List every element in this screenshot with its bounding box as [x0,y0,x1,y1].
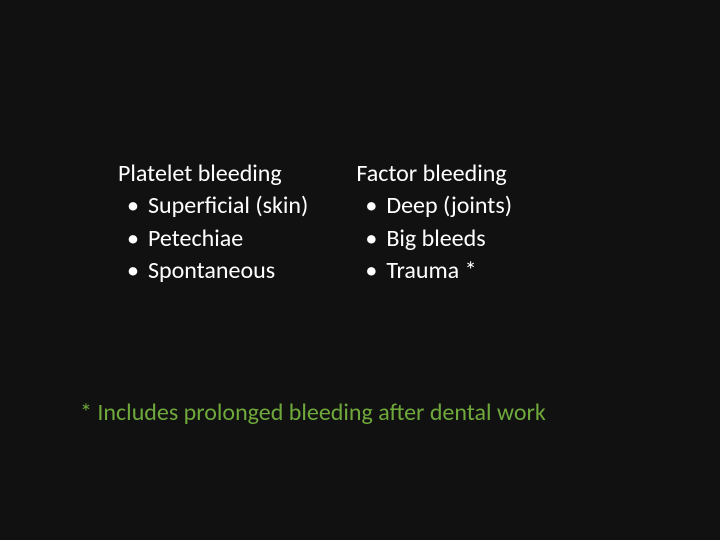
bullet-icon: • [118,223,148,255]
footnote: * Includes prolonged bleeding after dent… [80,398,546,427]
column-heading: Platelet bleeding [118,158,308,190]
list-item: • Trauma * [356,255,512,287]
list-item-label: Petechiae [148,223,243,255]
list-item: • Spontaneous [118,255,308,287]
list-item-label: Big bleeds [386,223,485,255]
list-item: • Big bleeds [356,223,512,255]
list-item: • Petechiae [118,223,308,255]
list-item-label: Superficial (skin) [148,190,308,222]
bullet-icon: • [118,190,148,222]
column-heading: Factor bleeding [356,158,512,190]
slide: Platelet bleeding • Superficial (skin) •… [0,0,720,540]
bullet-icon: • [118,255,148,287]
list-item: • Superficial (skin) [118,190,308,222]
bullet-icon: • [356,190,386,222]
bullet-icon: • [356,255,386,287]
list-item-label: Deep (joints) [386,190,512,222]
list-item: • Deep (joints) [356,190,512,222]
bullet-icon: • [356,223,386,255]
column-platelet: Platelet bleeding • Superficial (skin) •… [118,158,308,288]
list-item-label: Trauma * [386,255,476,287]
columns-container: Platelet bleeding • Superficial (skin) •… [118,158,512,288]
list-item-label: Spontaneous [148,255,275,287]
column-factor: Factor bleeding • Deep (joints) • Big bl… [356,158,512,288]
